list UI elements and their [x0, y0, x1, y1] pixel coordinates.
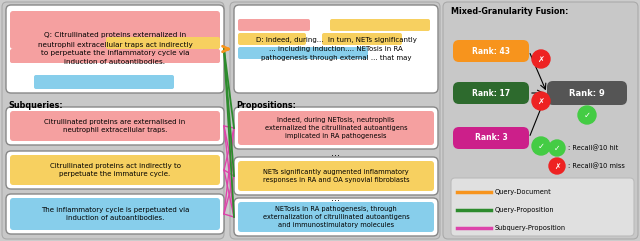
FancyBboxPatch shape — [238, 19, 310, 31]
FancyBboxPatch shape — [230, 2, 440, 239]
FancyBboxPatch shape — [453, 40, 529, 62]
FancyBboxPatch shape — [238, 111, 434, 145]
FancyBboxPatch shape — [10, 198, 220, 230]
FancyBboxPatch shape — [6, 194, 224, 234]
Text: Query-Document: Query-Document — [495, 189, 552, 195]
Text: NETosis in RA pathogenesis, through
externalization of citrullinated autoantigen: NETosis in RA pathogenesis, through exte… — [262, 206, 410, 228]
FancyBboxPatch shape — [6, 151, 224, 189]
Text: ...: ... — [332, 193, 340, 203]
FancyBboxPatch shape — [6, 5, 224, 93]
Text: ✓: ✓ — [584, 111, 591, 120]
Text: D: Indeed, during...  In turn, NETs significantly
... including induction.... NE: D: Indeed, during... In turn, NETs signi… — [255, 37, 417, 61]
FancyBboxPatch shape — [234, 107, 438, 149]
FancyBboxPatch shape — [453, 127, 529, 149]
Text: Rank: 9: Rank: 9 — [569, 88, 605, 98]
FancyBboxPatch shape — [451, 178, 634, 236]
Circle shape — [549, 140, 565, 156]
FancyBboxPatch shape — [443, 2, 638, 239]
Text: ✓: ✓ — [554, 143, 560, 153]
Circle shape — [532, 137, 550, 155]
FancyBboxPatch shape — [322, 33, 402, 45]
Text: Subquery-Proposition: Subquery-Proposition — [495, 225, 566, 231]
Text: Mixed-Granularity Fusion:: Mixed-Granularity Fusion: — [451, 7, 568, 16]
Circle shape — [532, 92, 550, 110]
Text: Propositions:: Propositions: — [236, 101, 296, 110]
Text: Rank: 3: Rank: 3 — [475, 134, 508, 142]
FancyBboxPatch shape — [106, 37, 220, 49]
Text: ✗: ✗ — [538, 96, 545, 106]
FancyBboxPatch shape — [10, 155, 220, 185]
Text: ✗: ✗ — [554, 161, 560, 170]
Text: Citrullinated proteins are externalised in
neutrophil extracellular traps.: Citrullinated proteins are externalised … — [44, 119, 186, 133]
Text: Citrullinated proteins act indirectly to
perpetuate the immature cycle.: Citrullinated proteins act indirectly to… — [49, 163, 180, 177]
Text: ✗: ✗ — [538, 54, 545, 63]
Text: Q: Citrullinated proteins externalized in
neutrophil extracellular traps act ind: Q: Citrullinated proteins externalized i… — [38, 33, 193, 66]
FancyBboxPatch shape — [10, 111, 220, 141]
Text: ✓: ✓ — [538, 141, 545, 150]
Text: Rank: 43: Rank: 43 — [472, 47, 510, 55]
Text: : Recall@10 hit: : Recall@10 hit — [568, 145, 618, 151]
FancyBboxPatch shape — [6, 107, 224, 145]
FancyBboxPatch shape — [547, 81, 627, 105]
FancyBboxPatch shape — [453, 82, 529, 104]
Text: Rank: 17: Rank: 17 — [472, 88, 510, 98]
Text: ...: ... — [332, 148, 340, 158]
FancyBboxPatch shape — [234, 198, 438, 236]
FancyBboxPatch shape — [10, 49, 220, 63]
FancyBboxPatch shape — [238, 202, 434, 232]
Text: NETs significantly augmented inflammatory
responses in RA and OA synovial fibrob: NETs significantly augmented inflammator… — [262, 169, 410, 183]
FancyBboxPatch shape — [238, 161, 434, 191]
FancyBboxPatch shape — [2, 2, 224, 239]
FancyBboxPatch shape — [238, 47, 368, 59]
Circle shape — [578, 106, 596, 124]
FancyBboxPatch shape — [238, 33, 306, 45]
Text: Indeed, during NETosis, neutrophils
externalized the citrullinated autoantigens
: Indeed, during NETosis, neutrophils exte… — [265, 117, 407, 139]
FancyBboxPatch shape — [234, 5, 438, 93]
FancyBboxPatch shape — [330, 19, 430, 31]
Circle shape — [549, 158, 565, 174]
Text: The inflammatory cycle is perpetuated via
induction of autoantibodies.: The inflammatory cycle is perpetuated vi… — [41, 207, 189, 221]
Circle shape — [532, 50, 550, 68]
FancyBboxPatch shape — [10, 11, 220, 49]
Text: Subqueries:: Subqueries: — [8, 101, 63, 110]
Text: Query-Proposition: Query-Proposition — [495, 207, 555, 213]
FancyBboxPatch shape — [34, 75, 174, 89]
Text: : Recall@10 miss: : Recall@10 miss — [568, 163, 625, 169]
FancyBboxPatch shape — [234, 157, 438, 195]
